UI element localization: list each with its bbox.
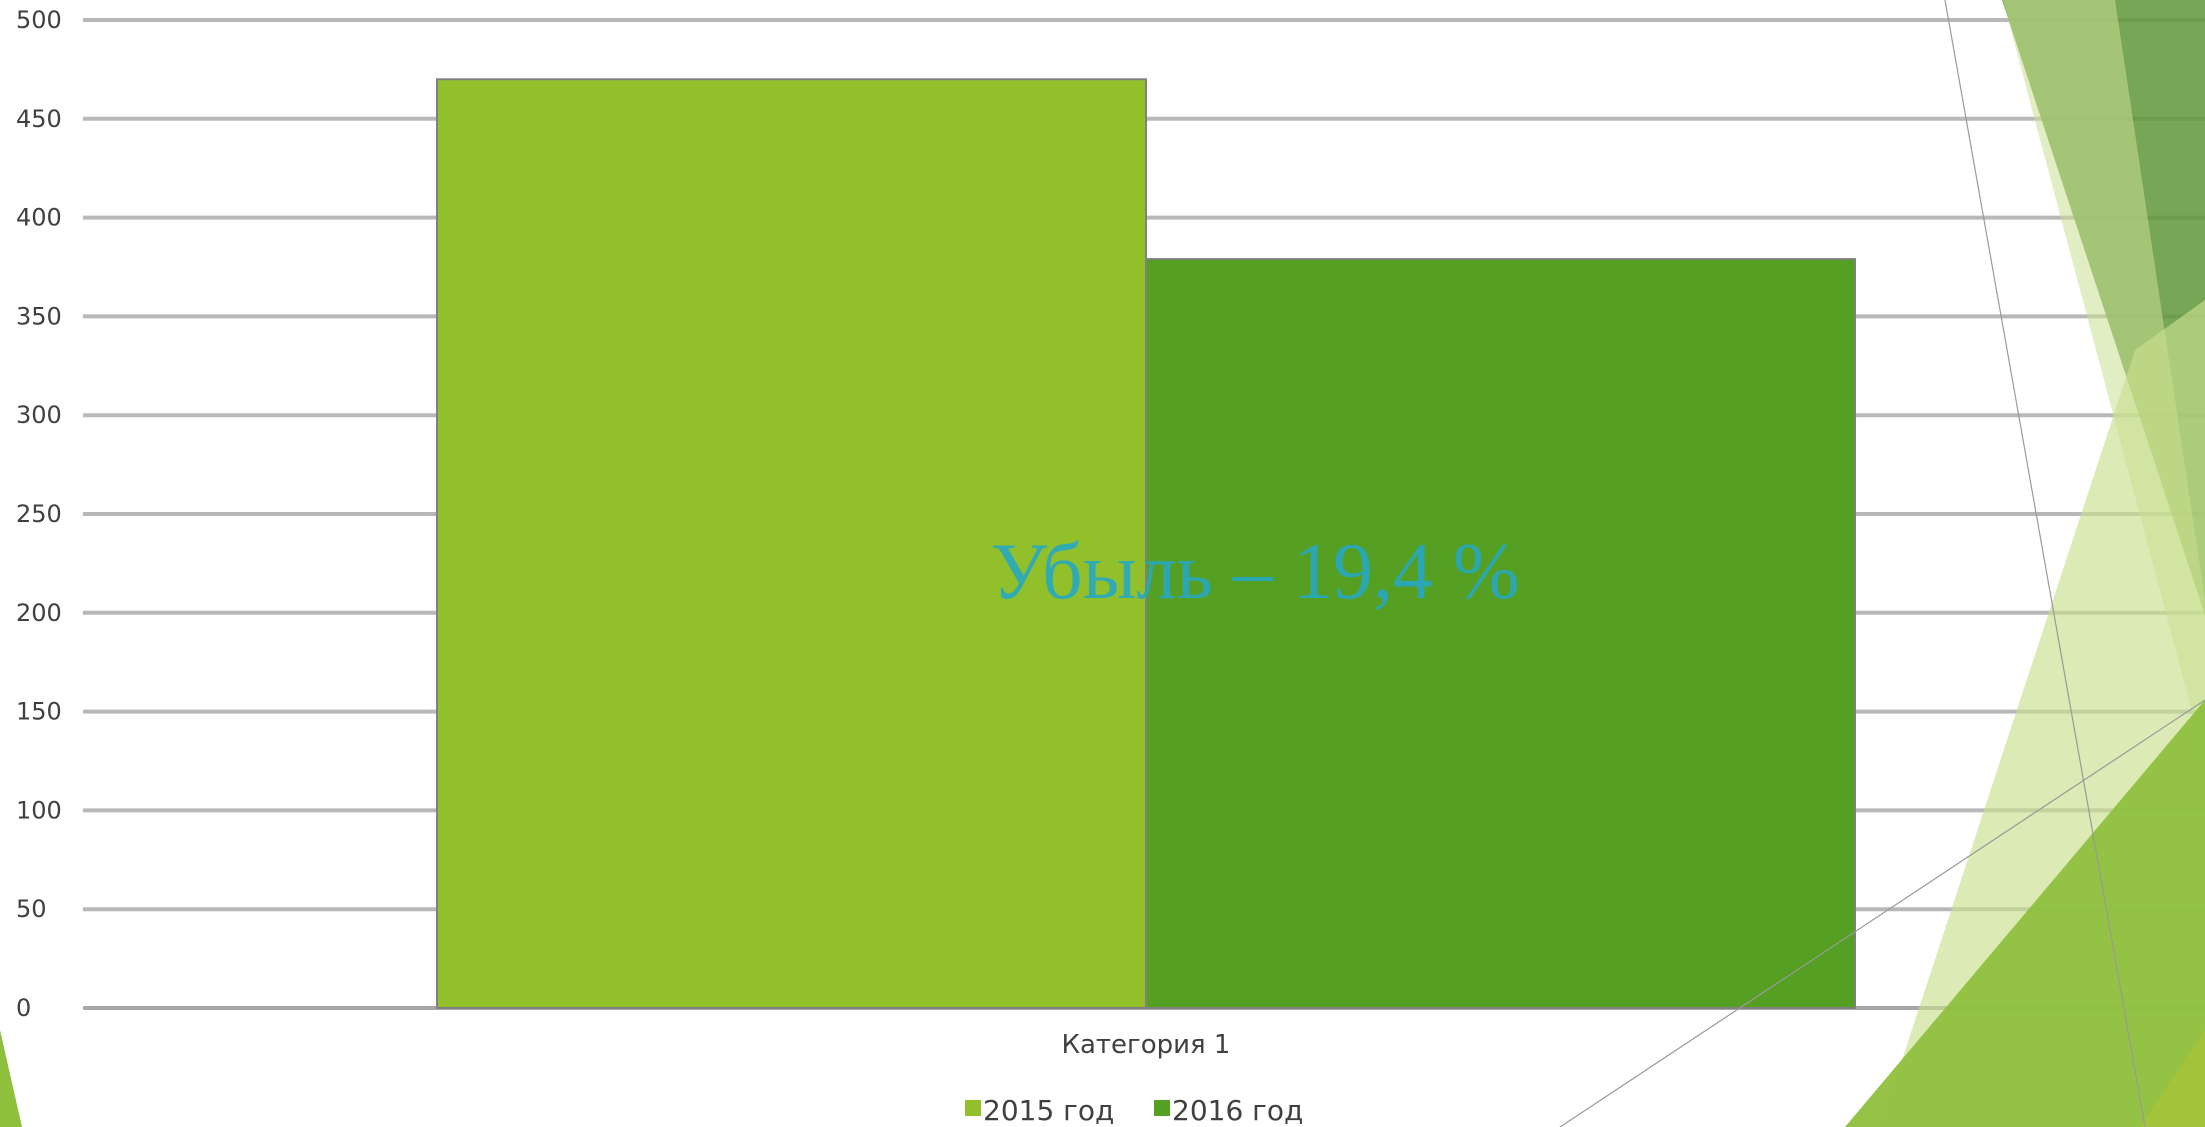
y-tick-label: 450 (16, 105, 62, 133)
bar-2016-год (1145, 258, 1856, 1009)
annotation-text: Убыль – 19,4 % (990, 528, 1519, 616)
y-tick-label: 150 (16, 698, 62, 726)
y-tick-label: 500 (16, 6, 62, 34)
decor-line (1559, 699, 2205, 1127)
bar-2015-год (436, 78, 1147, 1009)
decor-triangle (1845, 700, 2205, 1127)
decor-triangle (0, 1030, 22, 1127)
decor-triangle (2140, 1030, 2205, 1127)
y-tick-label: 100 (16, 796, 62, 824)
y-tick-label: 250 (16, 500, 62, 528)
y-tick-label: 0 (16, 994, 31, 1022)
y-tick-label: 300 (16, 401, 62, 429)
x-category-label: Категория 1 (1062, 1030, 1231, 1060)
decor-line (1944, 0, 2146, 1127)
y-tick-label: 350 (16, 302, 62, 330)
legend-swatch (1154, 1100, 1170, 1116)
y-tick-label: 400 (16, 204, 62, 232)
legend-label: 2015 год (983, 1094, 1114, 1127)
legend-swatch (965, 1100, 981, 1116)
legend-label: 2016 год (1172, 1094, 1303, 1127)
y-tick-label: 200 (16, 599, 62, 627)
y-tick-label: 50 (16, 895, 47, 923)
